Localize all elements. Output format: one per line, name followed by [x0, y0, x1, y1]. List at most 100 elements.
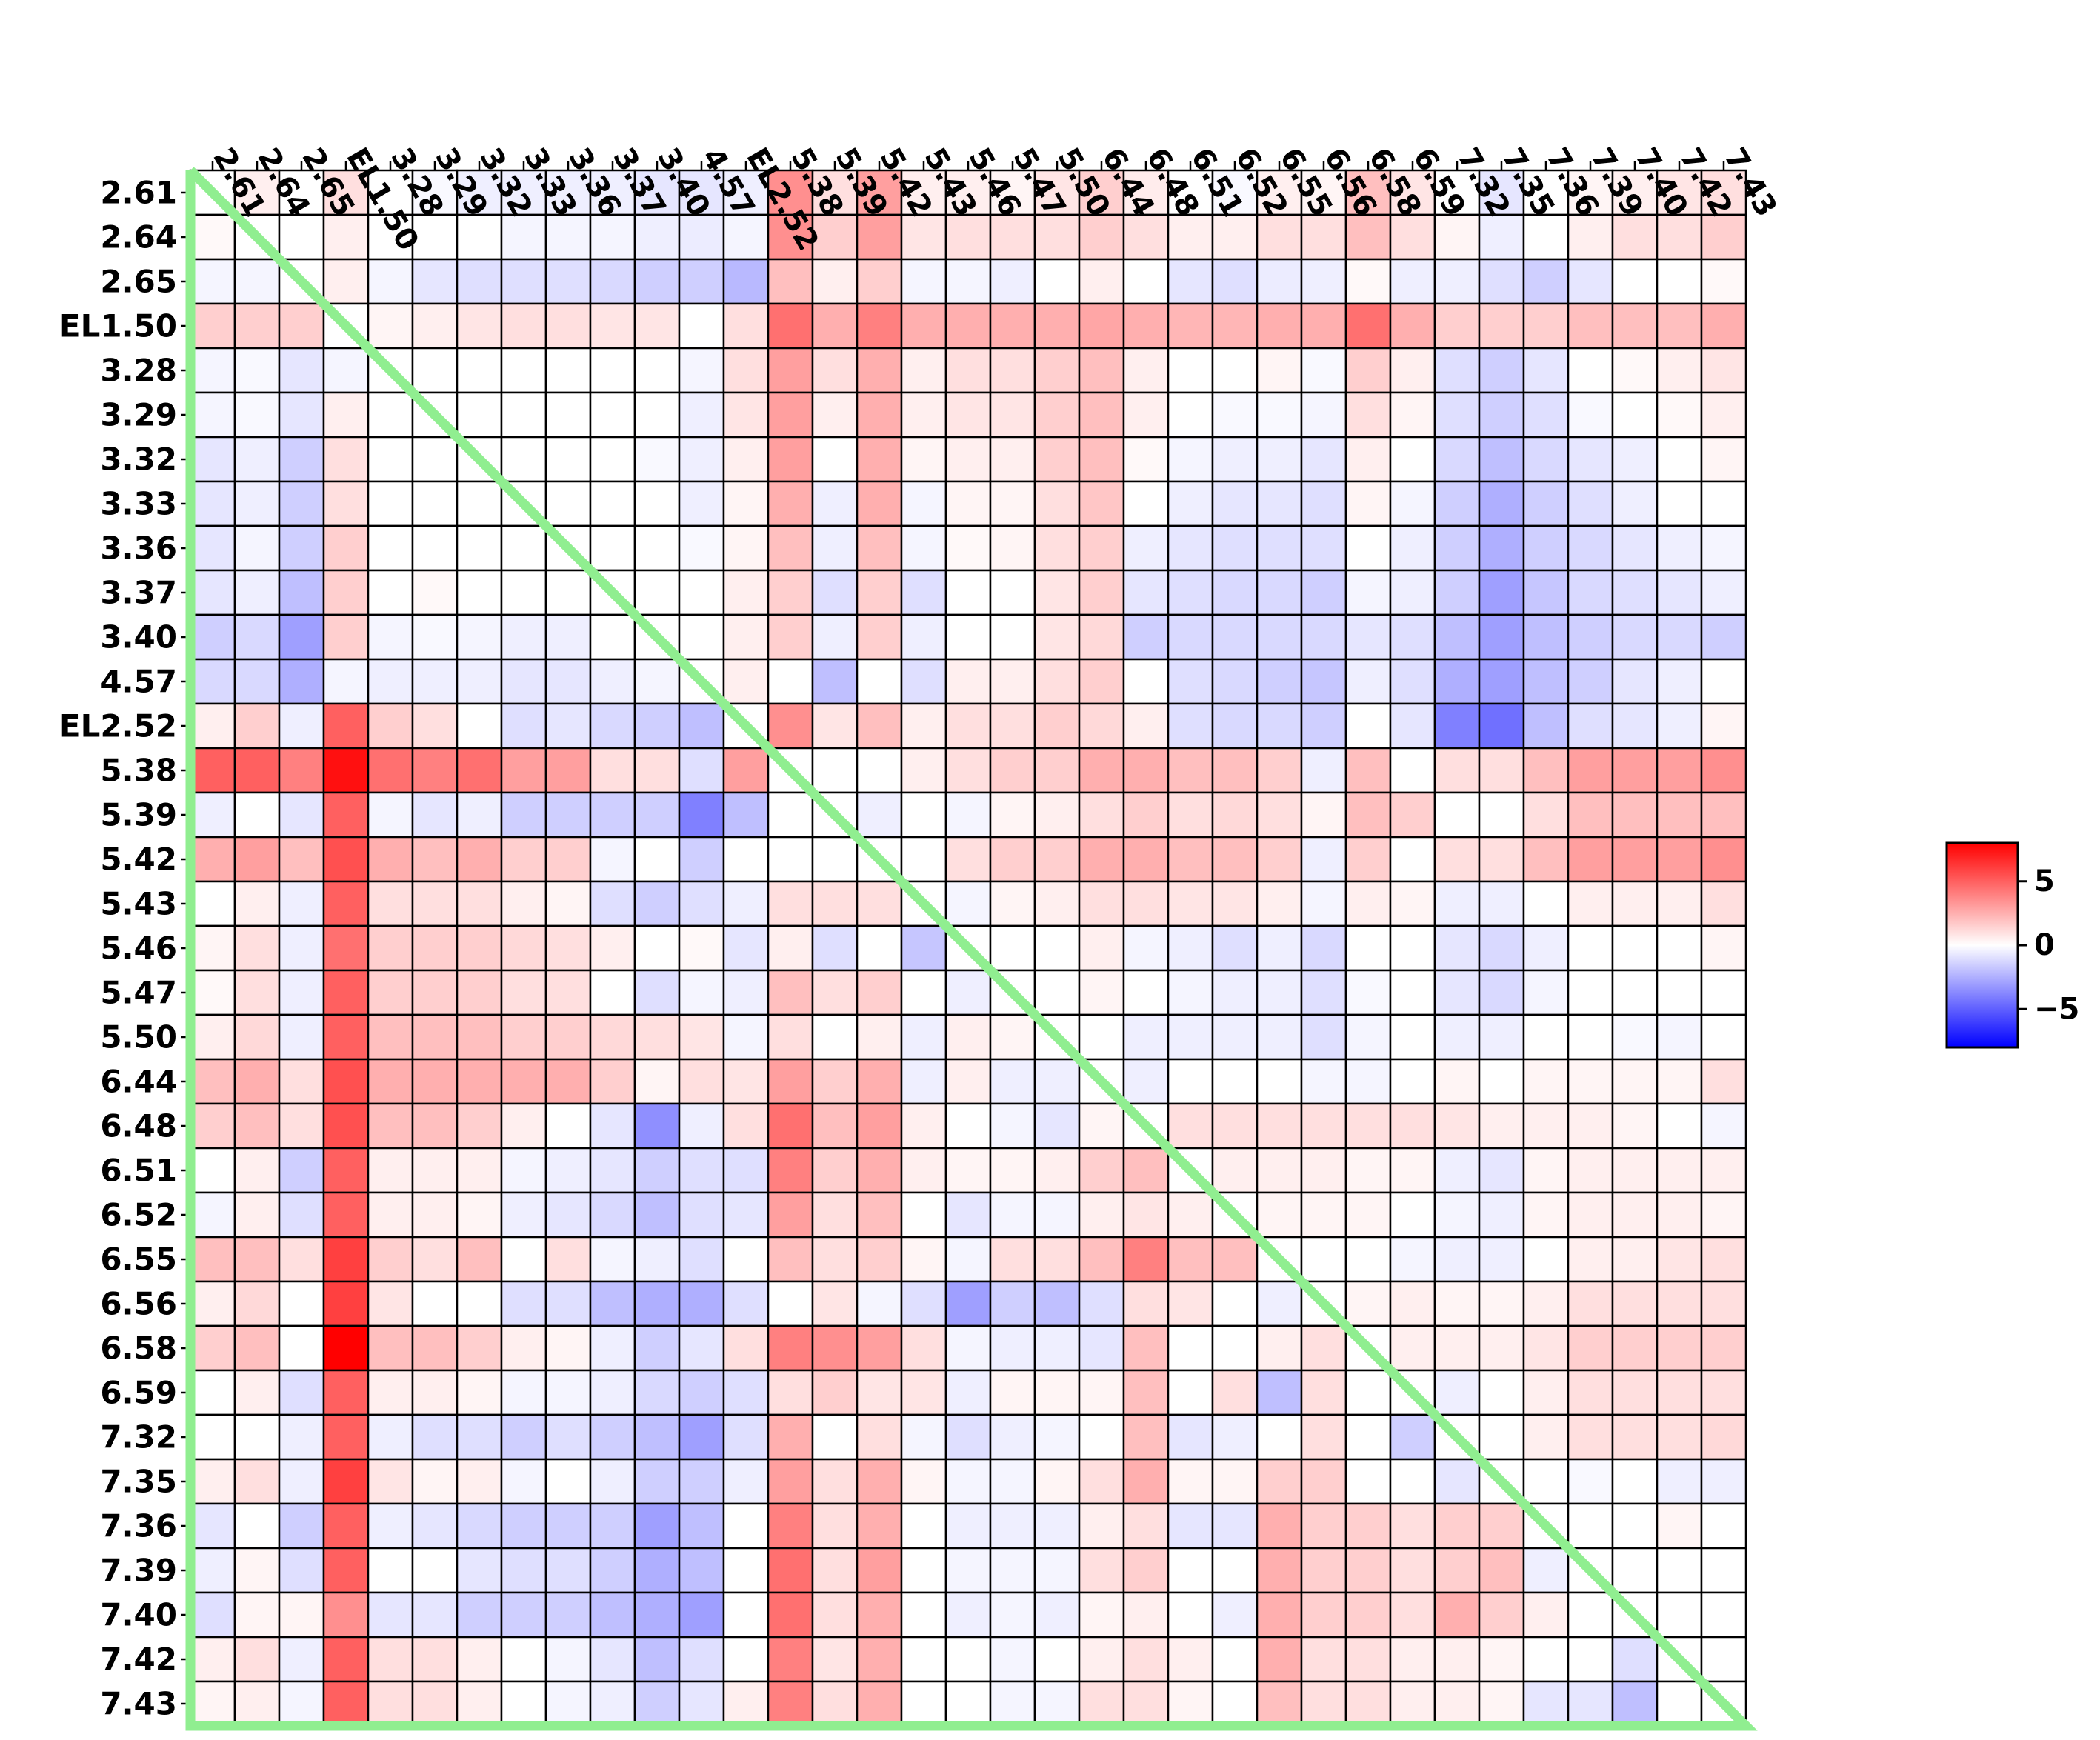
- heatmap-cell-17-16: [900, 924, 947, 972]
- heatmap-cell-16-30: [1522, 880, 1570, 927]
- heatmap-cell-31-23: [1211, 1547, 1259, 1594]
- colorbar-tick-label: −5: [2034, 992, 2079, 1026]
- heatmap-cell-29-31: [1567, 1458, 1614, 1505]
- heatmap-cell-12-20: [1078, 702, 1125, 750]
- heatmap-cell-19-3: [322, 1013, 370, 1061]
- heatmap-cell-15-22: [1167, 836, 1214, 883]
- heatmap-cell-11-34: [1700, 658, 1747, 705]
- heatmap-cell-13-19: [1033, 747, 1081, 794]
- heatmap-cell-31-5: [411, 1547, 459, 1594]
- heatmap-cell-22-20: [1078, 1147, 1125, 1194]
- heatmap-cell-11-23: [1211, 658, 1259, 705]
- heatmap-cell-27-34: [1700, 1369, 1747, 1416]
- heatmap-cell-4-25: [1300, 347, 1347, 394]
- heatmap-cell-31-26: [1344, 1547, 1392, 1594]
- heatmap-cell-7-33: [1656, 480, 1703, 527]
- colorbar: 5 0 −5: [1945, 841, 2079, 1049]
- heatmap-cell-19-0: [189, 1013, 236, 1061]
- lower-triangle-outline: [185, 167, 1758, 1731]
- heatmap-cell-34-11: [678, 1680, 725, 1727]
- heatmap-cell-1-31: [1567, 213, 1614, 261]
- heatmap-cell-20-15: [856, 1058, 903, 1105]
- heatmap-cell-8-3: [322, 524, 370, 572]
- heatmap-cell-19-15: [856, 1013, 903, 1061]
- heatmap-cell-1-3: [322, 213, 370, 261]
- heatmap-cell-13-22: [1167, 747, 1214, 794]
- heatmap-cell-4-2: [278, 347, 325, 394]
- heatmap-cell-29-11: [678, 1458, 725, 1505]
- y-tick-label: 2.61: [100, 175, 177, 211]
- heatmap-cell-2-16: [900, 258, 947, 305]
- heatmap-cell-13-29: [1478, 747, 1525, 794]
- heatmap-cell-28-24: [1256, 1413, 1303, 1461]
- heatmap-cell-14-1: [233, 791, 281, 839]
- heatmap-cell-14-19: [1033, 791, 1081, 839]
- colorbar-tick-label: 5: [2034, 864, 2055, 899]
- heatmap-cell-25-13: [767, 1280, 814, 1327]
- heatmap-cell-33-14: [811, 1636, 859, 1683]
- heatmap-cell-30-26: [1344, 1502, 1392, 1550]
- heatmap-cell-0-7: [500, 169, 547, 216]
- y-tick-label: 3.36: [100, 530, 177, 567]
- heatmap-cell-3-10: [633, 302, 681, 350]
- heatmap-cell-23-26: [1344, 1191, 1392, 1239]
- heatmap-cell-22-13: [767, 1147, 814, 1194]
- heatmap-cell-6-12: [722, 436, 770, 483]
- heatmap-cell-5-3: [322, 391, 370, 439]
- heatmap-cell-28-5: [411, 1413, 459, 1461]
- heatmap-cell-21-16: [900, 1102, 947, 1150]
- heatmap-cell-19-18: [989, 1013, 1036, 1061]
- heatmap-cell-34-29: [1478, 1680, 1525, 1727]
- heatmap-cell-3-19: [1033, 302, 1081, 350]
- heatmap-cell-33-6: [456, 1636, 503, 1683]
- heatmap-cell-11-30: [1522, 658, 1570, 705]
- heatmap-cell-20-29: [1478, 1058, 1525, 1105]
- heatmap-cell-18-29: [1478, 969, 1525, 1016]
- heatmap-cell-19-1: [233, 1013, 281, 1061]
- heatmap-cell-15-27: [1389, 836, 1436, 883]
- heatmap-cell-5-6: [456, 391, 503, 439]
- heatmap-cell-20-16: [900, 1058, 947, 1105]
- heatmap-cell-26-6: [456, 1324, 503, 1372]
- heatmap-cell-18-1: [233, 969, 281, 1016]
- heatmap-cell-3-31: [1567, 302, 1614, 350]
- heatmap-cell-15-5: [411, 836, 459, 883]
- heatmap-cell-15-34: [1700, 836, 1747, 883]
- heatmap-cell-17-33: [1656, 924, 1703, 972]
- heatmap-cell-26-34: [1700, 1324, 1747, 1372]
- y-tick-label: 5.43: [100, 886, 177, 922]
- heatmap-cell-18-15: [856, 969, 903, 1016]
- heatmap-cell-32-29: [1478, 1591, 1525, 1639]
- heatmap-cells: [189, 169, 1747, 1727]
- heatmap-cell-20-3: [322, 1058, 370, 1105]
- heatmap-cell-31-29: [1478, 1547, 1525, 1594]
- heatmap-cell-32-23: [1211, 1591, 1259, 1639]
- heatmap-cell-14-11: [678, 791, 725, 839]
- heatmap-cell-9-30: [1522, 569, 1570, 616]
- heatmap-cell-30-5: [411, 1502, 459, 1550]
- heatmap-cell-5-30: [1522, 391, 1570, 439]
- heatmap-cell-8-23: [1211, 524, 1259, 572]
- heatmap-cell-21-28: [1433, 1102, 1481, 1150]
- heatmap-cell-23-31: [1567, 1191, 1614, 1239]
- heatmap-cell-12-19: [1033, 702, 1081, 750]
- heatmap-cell-18-17: [944, 969, 992, 1016]
- heatmap-cell-2-25: [1300, 258, 1347, 305]
- heatmap-cell-11-32: [1611, 658, 1659, 705]
- heatmap-cell-21-13: [767, 1102, 814, 1150]
- heatmap-cell-23-19: [1033, 1191, 1081, 1239]
- heatmap-cell-20-8: [544, 1058, 592, 1105]
- heatmap-cell-3-12: [722, 302, 770, 350]
- heatmap-cell-24-3: [322, 1236, 370, 1283]
- heatmap-cell-26-9: [589, 1324, 636, 1372]
- heatmap-cell-3-16: [900, 302, 947, 350]
- heatmap-cell-18-31: [1567, 969, 1614, 1016]
- heatmap-cell-1-17: [944, 213, 992, 261]
- heatmap-cell-6-29: [1478, 436, 1525, 483]
- heatmap-cell-24-23: [1211, 1236, 1259, 1283]
- heatmap-cell-17-3: [322, 924, 370, 972]
- heatmap-cell-29-9: [589, 1458, 636, 1505]
- heatmap-cell-10-17: [944, 613, 992, 661]
- heatmap-cell-19-16: [900, 1013, 947, 1061]
- heatmap-cell-10-14: [811, 613, 859, 661]
